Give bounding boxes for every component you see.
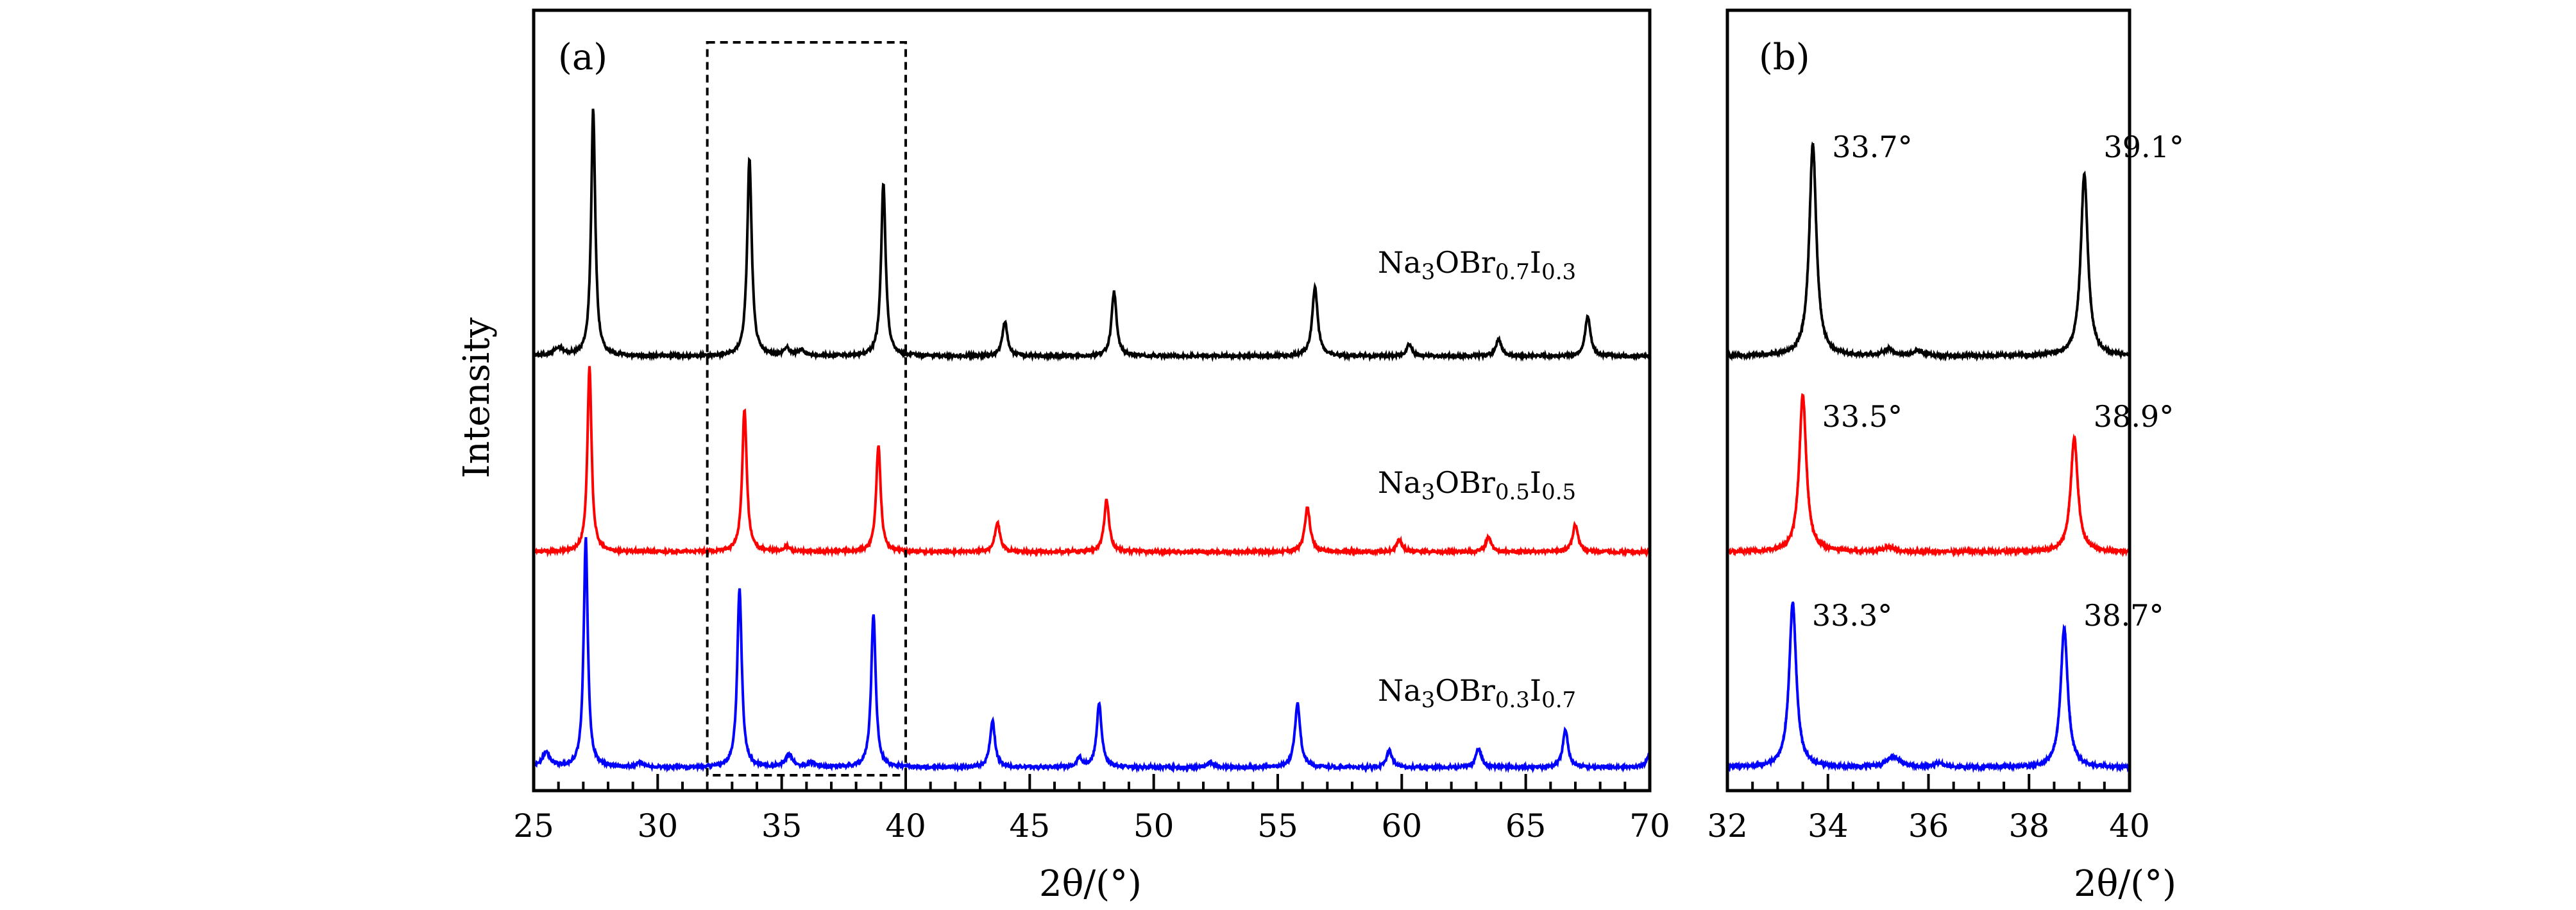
label-text: Na	[1378, 245, 1421, 280]
panel-a-series	[532, 108, 1651, 774]
series-line-2	[1726, 393, 2131, 558]
series-line-1	[1726, 141, 2131, 362]
panel-a-x-axis-title: 2θ/(°)	[1039, 863, 1142, 905]
panel-b: (b) 33.7° 39.1°33.5° 38.9°33.3° 38.7° 32 34 3…	[1707, 8, 2184, 905]
x-tick-label: 40	[2109, 807, 2150, 845]
label-text: OBr	[1435, 465, 1495, 500]
label-subscript: 0.5	[1495, 479, 1530, 505]
x-tick-label: 60	[1382, 807, 1423, 845]
x-tick-label: 32	[1707, 807, 1748, 845]
x-tick-label: 50	[1133, 807, 1174, 845]
x-tick-label: 35	[761, 807, 802, 845]
label-text: OBr	[1435, 673, 1495, 708]
x-tick-label: 36	[1908, 807, 1949, 845]
series-label-2: Na3OBr0.5I0.5	[1378, 465, 1576, 505]
peak-label: 38.7°	[2083, 598, 2164, 633]
peak-label: 38.9°	[2094, 399, 2174, 434]
peak-label: 33.5°	[1822, 399, 1902, 434]
peak-label: 33.7°	[1832, 130, 1912, 164]
peak-label: 33.3°	[1812, 598, 1892, 633]
peak-label: 39.1°	[2103, 130, 2183, 164]
series-line-2	[532, 366, 1651, 558]
label-subscript: 0.3	[1495, 687, 1530, 713]
panel-b-letter: (b)	[1759, 37, 1810, 78]
x-tick-label: 55	[1257, 807, 1298, 845]
x-tick-label: 40	[885, 807, 926, 845]
highlight-box	[706, 41, 907, 777]
label-subscript: 3	[1421, 479, 1436, 505]
label-text: I	[1530, 245, 1541, 280]
series-label-1: Na3OBr0.7I0.3	[1378, 245, 1576, 285]
x-tick-label: 30	[638, 807, 679, 845]
label-text: I	[1530, 465, 1541, 500]
panel-a-x-axis: 25 30 35 40 45 50 55 60 65 70	[513, 774, 1670, 845]
label-text: I	[1530, 673, 1541, 708]
panel-b-series	[1726, 141, 2131, 773]
x-tick-label: 45	[1010, 807, 1051, 845]
label-subscript: 3	[1421, 259, 1436, 285]
label-subscript: 0.7	[1541, 687, 1576, 713]
x-tick-label: 70	[1629, 807, 1670, 845]
label-text: Na	[1378, 465, 1421, 500]
panel-b-x-axis: 32 34 36 38 40	[1707, 774, 2150, 845]
panel-a: (a) Na3OBr0.7I0.3Na3OBr0.5I0.5Na3OBr0.3I…	[456, 8, 1670, 905]
label-subscript: 0.5	[1541, 479, 1576, 505]
label-text: OBr	[1435, 245, 1495, 280]
panel-a-letter: (a)	[558, 37, 607, 78]
series-line-1	[532, 108, 1651, 363]
panel-b-peak-labels: 33.7° 39.1° 33.5° 38.9° 33.3° 38.7°	[1812, 130, 2184, 633]
label-text: Na	[1378, 673, 1421, 708]
label-subscript: 3	[1421, 687, 1436, 713]
panel-a-frame	[532, 8, 1652, 793]
series-line-3	[532, 537, 1651, 774]
x-tick-label: 65	[1505, 807, 1546, 845]
label-subscript: 0.7	[1495, 259, 1530, 285]
series-line-3	[1726, 601, 2131, 773]
x-tick-label: 34	[1808, 807, 1849, 845]
x-tick-label: 25	[513, 807, 554, 845]
series-label-3: Na3OBr0.3I0.7	[1378, 673, 1576, 713]
x-tick-label: 38	[2008, 807, 2049, 845]
panel-a-y-axis-title: Intensity	[456, 317, 498, 478]
label-subscript: 0.3	[1541, 259, 1576, 285]
panel-b-x-axis-title: 2θ/(°)	[2074, 863, 2176, 905]
